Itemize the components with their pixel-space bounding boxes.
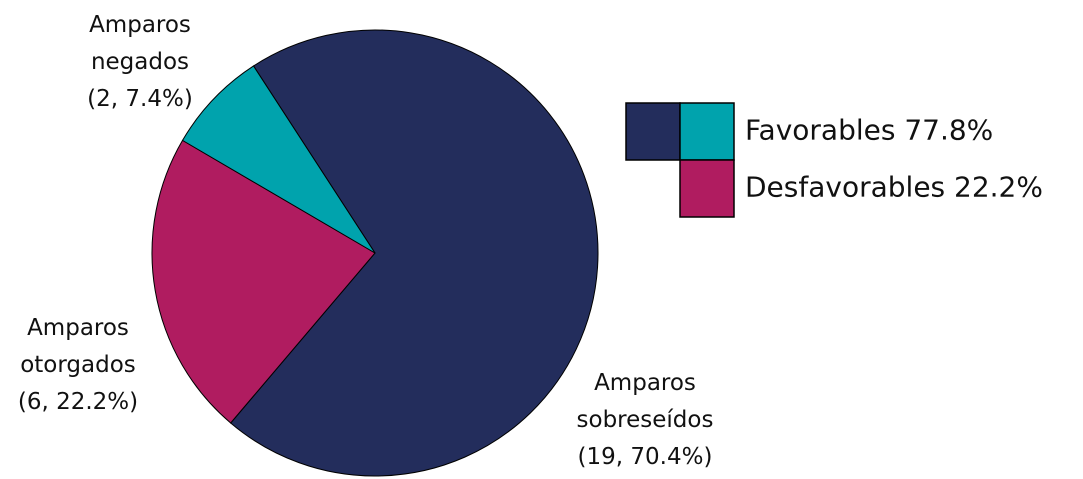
slice-category-word: sobreseídos (577, 407, 714, 433)
slice-label: Amparos sobreseídos (19, 70.4%) (577, 370, 714, 470)
slice-category-word: negados (91, 49, 189, 75)
pie-slice (151, 139, 376, 424)
slice-label: Amparos otorgados (6, 22.2%) (18, 315, 138, 415)
slice-value-label: (19, 70.4%) (578, 444, 713, 470)
legend-swatch (625, 102, 681, 161)
pie-slice (181, 65, 376, 254)
slice-label: Amparos negados (2, 7.4%) (87, 12, 193, 112)
legend-swatch (679, 102, 735, 161)
pie-slice (229, 29, 599, 477)
slice-category-word: Amparos (594, 370, 696, 396)
slice-category-word: Amparos (89, 12, 191, 38)
slice-value-label: (2, 7.4%) (87, 86, 193, 112)
slice-value-label: (6, 22.2%) (18, 389, 138, 415)
slice-category: Amparos sobreseídos (577, 370, 714, 433)
slice-category: Amparos negados (89, 12, 191, 75)
legend-swatch (679, 159, 735, 218)
slice-category-word: otorgados (20, 352, 136, 378)
slice-category: Amparos otorgados (20, 315, 136, 378)
legend-label: Favorables 77.8% (745, 114, 993, 147)
legend-label: Desfavorables 22.2% (745, 171, 1043, 204)
slice-category-word: Amparos (27, 315, 129, 341)
